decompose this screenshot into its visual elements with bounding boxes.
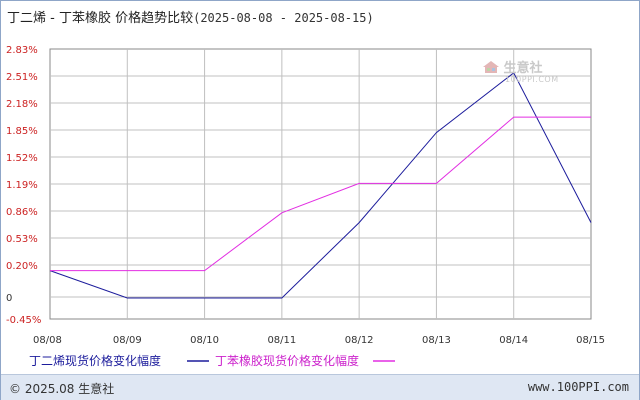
y-tick-label: 0.86% [6, 207, 38, 218]
x-tick-label: 08/09 [113, 335, 142, 346]
grid-lines [50, 49, 591, 319]
series-line-2 [50, 116, 591, 272]
y-tick-label: 1.52% [6, 153, 38, 164]
x-tick-label: 08/14 [499, 335, 528, 346]
watermark-url: 100PPI.COM [505, 75, 559, 84]
y-tick-label: 1.19% [6, 180, 38, 191]
legend: 丁二烯现货价格变化幅度 丁苯橡胶现货价格变化幅度 [29, 353, 395, 368]
y-tick-label: 0.20% [6, 261, 38, 272]
footer-bar: © 2025.08 生意社 www.100PPI.com [1, 374, 639, 400]
y-tick-label: 2.51% [6, 72, 38, 83]
footer-site-link[interactable]: www.100PPI.com [527, 380, 629, 394]
x-tick-label: 08/10 [190, 335, 219, 346]
chart-title-main: 丁二烯 - 丁苯橡胶 价格趋势比较 [7, 11, 194, 26]
x-tick-label: 08/12 [345, 335, 374, 346]
chart-title-range: (2025-08-08 - 2025-08-15) [193, 11, 374, 25]
line-chart: 2.83% 2.51% 2.18% 1.85% 1.52% 1.19% 0.86% 0.53%… [6, 45, 605, 368]
y-tick-label: 2.18% [6, 99, 38, 110]
footer-copyright: © 2025.08 生意社 [9, 382, 115, 396]
x-tick-label: 08/08 [33, 335, 62, 346]
y-tick-label: 2.83% [6, 45, 38, 56]
series-line-1 [49, 72, 592, 299]
x-tick-labels: 08/08 08/09 08/10 08/11 08/12 08/13 08/14 08/15 [33, 335, 605, 346]
watermark-name: 生意社 [503, 61, 543, 76]
y-tick-label: 0.53% [6, 234, 38, 245]
x-tick-label: 08/15 [576, 335, 605, 346]
chart-title: 丁二烯 - 丁苯橡胶 价格趋势比较(2025-08-08 - 2025-08-1… [7, 7, 374, 26]
y-tick-label: 1.85% [6, 126, 38, 137]
legend-label-1: 丁二烯现货价格变化幅度 [29, 353, 161, 368]
legend-label-2: 丁苯橡胶现货价格变化幅度 [215, 353, 359, 368]
watermark: 生意社 100PPI.COM [483, 57, 559, 84]
x-tick-label: 08/11 [267, 335, 296, 346]
y-tick-labels: 2.83% 2.51% 2.18% 1.85% 1.52% 1.19% 0.86% 0.53%… [6, 45, 41, 326]
y-tick-label: 0 [6, 293, 12, 304]
series-lines [49, 72, 592, 299]
x-tick-label: 08/13 [422, 335, 451, 346]
house-logo-icon [483, 61, 499, 73]
y-tick-label: -0.45% [6, 315, 41, 326]
